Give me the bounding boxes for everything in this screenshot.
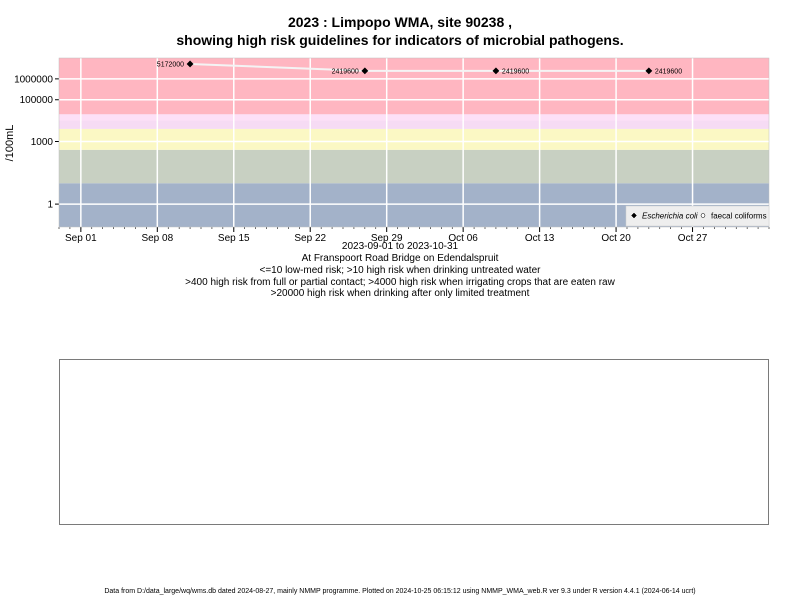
chart-subtitle: showing high risk guidelines for indicat… bbox=[176, 32, 624, 48]
x-tick-label: Oct 13 bbox=[525, 233, 555, 244]
x-tick-label: Sep 22 bbox=[294, 233, 326, 244]
legend-ecoli-marker bbox=[631, 212, 637, 219]
x-tick-label: Oct 06 bbox=[448, 233, 478, 244]
data-points: 5172000 2419600 2419600 2419600 bbox=[157, 60, 682, 75]
ecoli-point bbox=[645, 67, 653, 75]
point-label: 5172000 bbox=[157, 61, 184, 68]
x-tick-label: Oct 20 bbox=[601, 233, 631, 244]
gridlines bbox=[59, 58, 769, 227]
legend-box bbox=[625, 205, 770, 227]
trend-line bbox=[190, 62, 649, 72]
legend: Escherichia coli faecal coliforms bbox=[625, 205, 770, 227]
y-tick-label: 100000 bbox=[20, 95, 54, 106]
site-caption: At Franspoort Road Bridge on Edendalspru… bbox=[301, 253, 499, 264]
x-tick-label: Sep 29 bbox=[371, 233, 403, 244]
empty-plot-panel bbox=[59, 359, 769, 525]
risk-bands bbox=[59, 58, 769, 227]
point-label: 2419600 bbox=[332, 68, 359, 75]
y-tick-label: 1000 bbox=[31, 137, 54, 148]
ecoli-trend-line bbox=[190, 62, 649, 72]
axes: Sep 01 Sep 08 Sep 15 Sep 22 Sep 29 Oct 06 Oct … bbox=[14, 57, 770, 244]
x-tick-label: Sep 01 bbox=[65, 233, 97, 244]
risk-caption-1: <=10 low-med risk; >10 high risk when dr… bbox=[259, 265, 541, 276]
risk-band-2 bbox=[59, 128, 769, 150]
risk-caption-3: >20000 high risk when drinking after onl… bbox=[270, 288, 530, 299]
footer-note: Data from D:/data_large/wq/wms.db dated … bbox=[104, 588, 696, 595]
legend-faecal-marker bbox=[700, 213, 706, 218]
legend-ecoli-label: Escherichia coli bbox=[642, 212, 698, 221]
plot-border bbox=[58, 57, 770, 228]
date-range-caption: 2023-09-01 to 2023-10-31 bbox=[341, 241, 459, 252]
point-label: 2419600 bbox=[655, 68, 682, 75]
ecoli-point bbox=[186, 60, 194, 68]
risk-band-extra bbox=[59, 114, 769, 121]
x-tick-label: Oct 27 bbox=[678, 233, 708, 244]
x-tick-label: Sep 15 bbox=[218, 233, 250, 244]
point-label: 2419600 bbox=[502, 68, 529, 75]
ecoli-point bbox=[361, 67, 369, 75]
chart-title: 2023 : Limpopo WMA, site 90238 , bbox=[287, 14, 513, 30]
risk-caption-2: >400 high risk from full or partial cont… bbox=[185, 277, 615, 288]
y-tick-label: 1 bbox=[47, 200, 53, 211]
risk-band-4 bbox=[59, 58, 769, 115]
y-axis-label: /100mL bbox=[4, 125, 16, 162]
ecoli-point bbox=[492, 67, 500, 75]
risk-band-1 bbox=[59, 149, 769, 184]
x-tick-label: Sep 08 bbox=[141, 233, 173, 244]
y-tick-label: 1000000 bbox=[14, 74, 53, 85]
legend-faecal-label: faecal coliforms bbox=[711, 212, 767, 221]
